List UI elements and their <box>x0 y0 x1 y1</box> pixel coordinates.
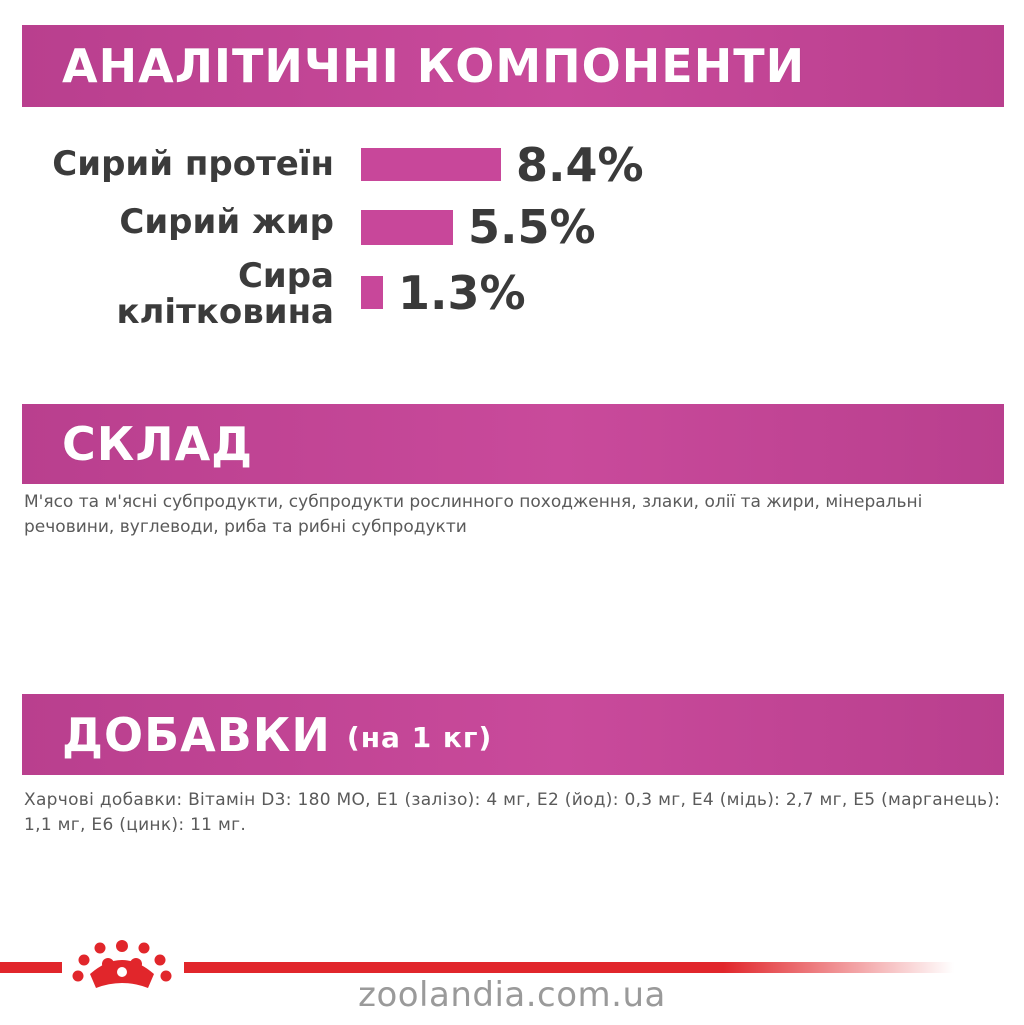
metric-bar <box>361 210 453 245</box>
metric-bar <box>361 148 501 181</box>
metric-value: 8.4% <box>516 138 644 192</box>
additives-section-banner: ДОБАВКИ (на 1 кг) <box>22 694 1004 775</box>
composition-text: М'ясо та м'ясні субпродукти, субпродукти… <box>24 492 923 537</box>
composition-section-title: СКЛАД <box>62 417 254 471</box>
analytic-section-banner: АНАЛІТИЧНІ КОМПОНЕНТИ <box>22 25 1004 107</box>
metric-label: Сира клітковина <box>116 256 334 332</box>
metric-label: Сирий жир <box>119 202 334 242</box>
analytic-section-title: АНАЛІТИЧНІ КОМПОНЕНТИ <box>62 39 806 93</box>
metric-row-fiber: Сира клітковина 1.3% <box>0 258 1024 338</box>
additives-text: Харчові добавки: Вітамін D3: 180 МО, E1 … <box>24 790 1001 835</box>
metric-label: Сирий протеїн <box>52 144 334 184</box>
metric-row-fat: Сирий жир 5.5% <box>0 200 1024 264</box>
composition-section-banner: СКЛАД <box>22 404 1004 484</box>
additives-section-title: ДОБАВКИ <box>62 707 331 762</box>
brand-logo-strip <box>0 940 1024 1000</box>
metric-row-protein: Сирий протеїн 8.4% <box>0 138 1024 200</box>
metric-value: 1.3% <box>398 266 526 320</box>
metric-value: 5.5% <box>468 200 596 254</box>
brand-line-right <box>184 962 954 973</box>
additives-section-subtitle: (на 1 кг) <box>346 721 493 754</box>
metric-bar <box>361 276 383 309</box>
brand-line-left <box>0 962 62 973</box>
royal-canin-crown-icon <box>72 940 172 988</box>
site-watermark: zoolandia.com.ua <box>358 975 666 1015</box>
